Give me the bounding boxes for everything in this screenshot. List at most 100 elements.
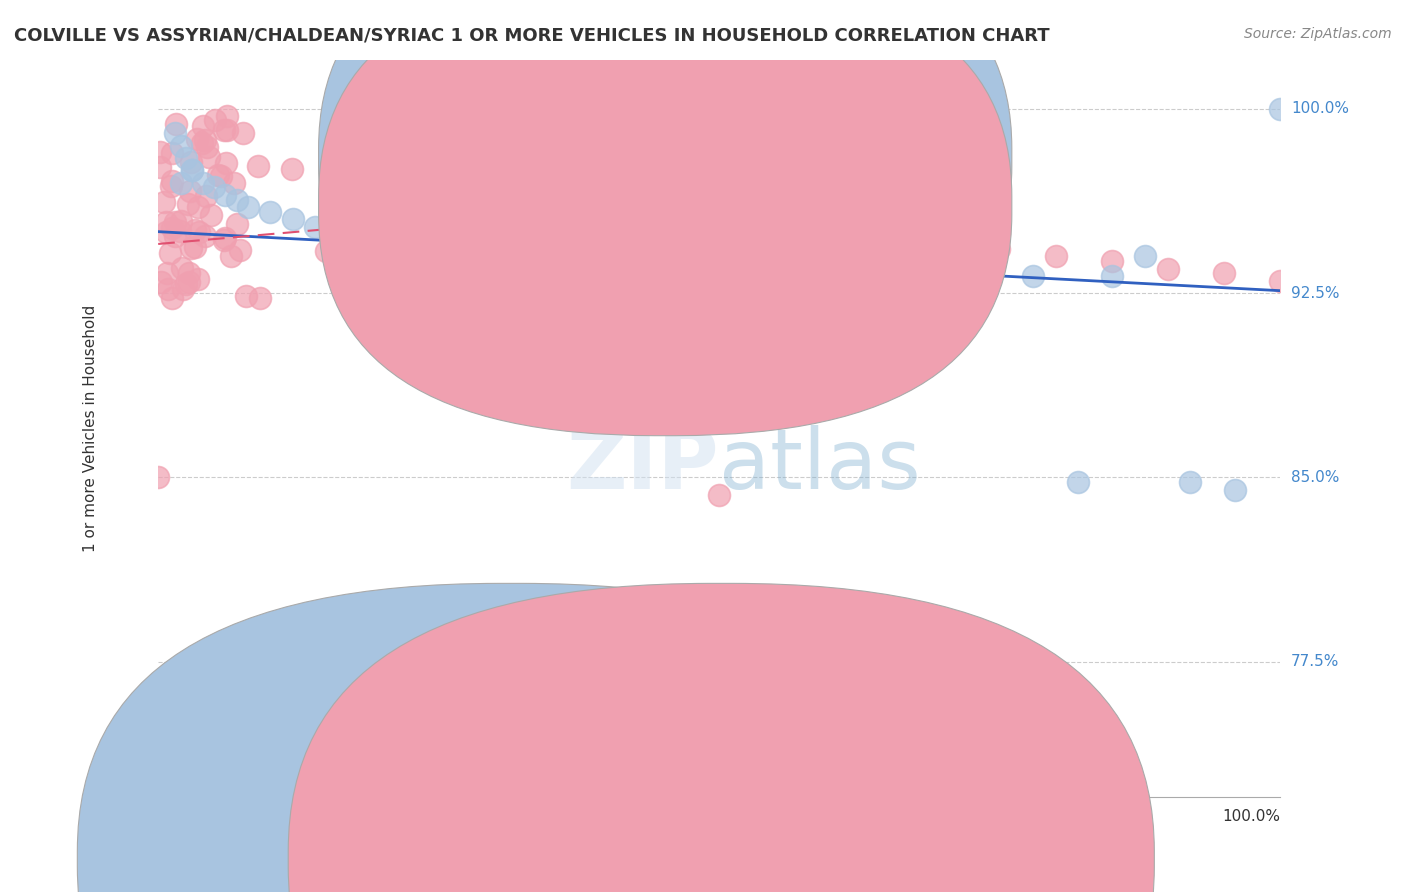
- Point: [191, 176, 214, 190]
- Text: 100.0%: 100.0%: [1222, 809, 1279, 824]
- Point: [1180, 475, 1202, 490]
- Point: [315, 244, 337, 259]
- Point: [932, 236, 955, 251]
- Point: [217, 109, 239, 123]
- Point: [371, 212, 394, 227]
- Point: [212, 233, 235, 247]
- Text: 77.5%: 77.5%: [1291, 655, 1340, 669]
- Point: [1067, 475, 1090, 490]
- Point: [1268, 102, 1291, 116]
- Point: [1212, 267, 1234, 281]
- Point: [249, 291, 271, 305]
- Point: [194, 228, 217, 243]
- Point: [246, 159, 269, 173]
- Point: [763, 207, 786, 221]
- Text: Assyrians/Chaldeans/Syriacs: Assyrians/Chaldeans/Syriacs: [773, 850, 991, 865]
- Point: [955, 261, 977, 276]
- Point: [187, 200, 209, 214]
- Point: [184, 222, 207, 236]
- Point: [1022, 268, 1045, 283]
- Text: 92.5%: 92.5%: [1291, 285, 1340, 301]
- Point: [195, 189, 218, 203]
- Text: 0.0%: 0.0%: [159, 809, 197, 824]
- Point: [148, 470, 170, 484]
- Text: 1 or more Vehicles in Household: 1 or more Vehicles in Household: [83, 305, 98, 552]
- Point: [169, 176, 191, 190]
- Point: [180, 163, 202, 178]
- Point: [820, 225, 842, 239]
- Point: [174, 151, 197, 165]
- Point: [149, 145, 172, 160]
- Point: [202, 180, 225, 194]
- Point: [152, 194, 174, 209]
- FancyBboxPatch shape: [319, 0, 1012, 435]
- Point: [160, 146, 183, 161]
- Point: [214, 123, 236, 137]
- Point: [484, 217, 506, 231]
- Point: [179, 184, 201, 198]
- Point: [204, 112, 226, 127]
- Point: [371, 200, 394, 214]
- Point: [1135, 249, 1157, 263]
- Point: [169, 224, 191, 238]
- Point: [215, 123, 238, 137]
- Text: R =   0.153   N = 80: R = 0.153 N = 80: [683, 196, 851, 214]
- Point: [304, 219, 326, 234]
- Point: [155, 225, 177, 239]
- Text: atlas: atlas: [718, 425, 921, 506]
- Point: [1157, 261, 1180, 276]
- Point: [1268, 274, 1291, 288]
- Point: [225, 193, 247, 207]
- Point: [1223, 483, 1246, 497]
- Point: [159, 245, 181, 260]
- FancyBboxPatch shape: [641, 126, 910, 244]
- Text: ZIP: ZIP: [567, 425, 718, 506]
- Point: [191, 119, 214, 133]
- Point: [394, 205, 416, 219]
- Point: [540, 219, 562, 234]
- Point: [876, 225, 898, 239]
- Point: [707, 200, 730, 214]
- Point: [180, 241, 202, 255]
- Point: [910, 249, 932, 263]
- Point: [232, 126, 254, 140]
- Point: [229, 243, 252, 257]
- Point: [349, 225, 371, 239]
- Point: [191, 136, 214, 150]
- Point: [259, 205, 281, 219]
- Point: [169, 138, 191, 153]
- Point: [177, 266, 200, 280]
- Point: [797, 212, 820, 227]
- Point: [165, 117, 187, 131]
- Point: [235, 289, 257, 303]
- Text: Source: ZipAtlas.com: Source: ZipAtlas.com: [1244, 27, 1392, 41]
- Point: [221, 248, 243, 262]
- Point: [222, 177, 245, 191]
- Point: [170, 261, 193, 276]
- Point: [163, 215, 186, 229]
- Point: [195, 140, 218, 154]
- Point: [484, 261, 506, 276]
- Point: [162, 174, 184, 188]
- Point: [163, 126, 186, 140]
- Point: [207, 168, 229, 182]
- Text: Colville: Colville: [437, 850, 492, 865]
- Point: [763, 219, 786, 234]
- Point: [187, 272, 209, 286]
- Point: [198, 150, 221, 164]
- Point: [180, 163, 202, 178]
- Point: [707, 488, 730, 502]
- Point: [156, 282, 179, 296]
- Point: [174, 277, 197, 292]
- Point: [149, 160, 172, 174]
- Point: [281, 161, 304, 176]
- Point: [214, 230, 236, 244]
- Text: 85.0%: 85.0%: [1291, 470, 1340, 485]
- Point: [200, 208, 222, 222]
- Point: [186, 132, 208, 146]
- Point: [215, 156, 238, 170]
- Point: [652, 212, 675, 227]
- Point: [214, 187, 236, 202]
- Point: [988, 242, 1011, 256]
- Point: [596, 225, 619, 239]
